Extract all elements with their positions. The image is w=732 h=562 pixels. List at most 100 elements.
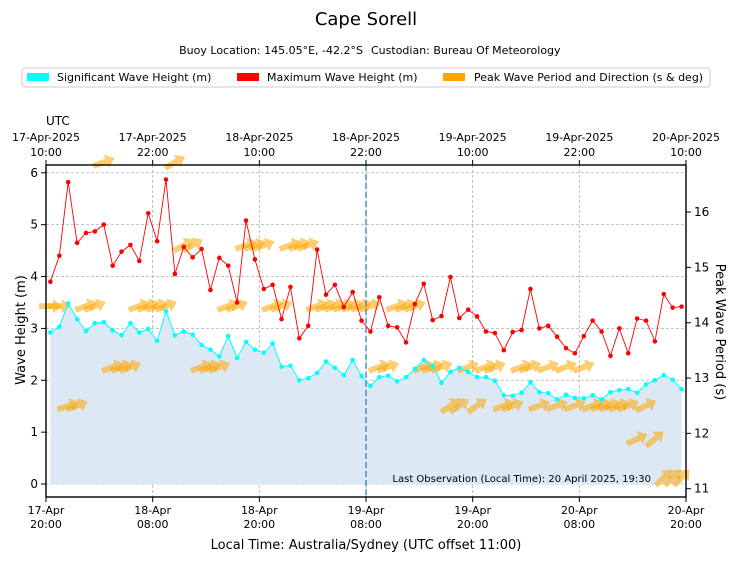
x-top-tick-label-date: 17-Apr-2025 — [12, 131, 80, 144]
sig-height-point — [483, 374, 489, 380]
sig-height-point — [590, 393, 595, 398]
max-height-point — [288, 284, 293, 290]
sig-height-point — [208, 347, 213, 352]
max-height-point — [101, 222, 107, 227]
x-top-tick-label-date: 19-Apr-2025 — [545, 131, 613, 144]
sig-height-point — [430, 363, 435, 369]
legend-frame — [21, 67, 711, 88]
max-height-point — [368, 329, 373, 334]
sig-height-point — [439, 380, 444, 386]
sig-height-point — [617, 387, 622, 393]
y-tick-label: 2 — [30, 373, 38, 387]
peak-period-arrow — [154, 298, 177, 313]
x-tick-label-time: 20:00 — [457, 518, 489, 531]
y-axis-label: Wave Height (m) — [14, 275, 29, 385]
x-top-tick-label-time: 10:00 — [30, 146, 62, 159]
x-top-tick-label-date: 20-Apr-2025 — [652, 131, 720, 144]
sig-height-point — [501, 393, 507, 398]
sig-height-point — [243, 339, 249, 345]
sig-height-point — [57, 324, 62, 330]
max-height-point — [430, 317, 435, 323]
max-height-point — [465, 307, 471, 313]
x-axis-label: Local Time: Australia/Sydney (UTC offset… — [211, 538, 522, 553]
max-height-point — [421, 281, 427, 287]
peak-period-arrows — [39, 154, 690, 488]
sig-height-point — [465, 369, 471, 375]
x-top-tick-label-date: 19-Apr-2025 — [439, 131, 507, 144]
x-top-tick-label-date: 17-Apr-2025 — [119, 131, 187, 144]
max-height-point — [217, 255, 222, 261]
max-height-point — [572, 351, 578, 356]
legend-swatch-period — [443, 73, 465, 81]
peak-period-arrow — [296, 237, 319, 252]
max-height-point — [537, 326, 542, 331]
sig-height-point — [199, 342, 204, 348]
sig-height-point — [634, 390, 640, 396]
sig-height-point — [537, 389, 542, 395]
sig-height-series — [48, 301, 684, 402]
peak-period-arrow — [483, 359, 506, 374]
sig-height-point — [661, 372, 667, 378]
x-top-tick-label-time: 10:00 — [670, 146, 702, 159]
sig-height-point — [377, 374, 382, 380]
peak-period-arrow — [376, 359, 399, 374]
max-height-point — [385, 323, 391, 329]
peak-period-arrow — [252, 237, 275, 252]
sig-height-point — [83, 328, 89, 334]
max-height-point — [599, 329, 604, 334]
sig-height-point — [234, 355, 240, 361]
sig-height-point — [403, 374, 409, 380]
sig-height-point — [474, 374, 480, 380]
max-height-point — [145, 210, 151, 216]
max-height-point — [545, 323, 551, 329]
sig-height-point — [261, 350, 267, 356]
max-height-point — [403, 340, 409, 345]
max-height-point — [581, 333, 587, 339]
sig-height-point — [652, 377, 658, 383]
x-tick-label-date: 19-Apr — [454, 504, 491, 517]
sig-height-point — [110, 328, 115, 333]
max-height-point — [350, 289, 355, 295]
utc-label: UTC — [46, 114, 70, 128]
peak-period-arrow — [83, 298, 106, 313]
sig-height-point — [288, 363, 293, 369]
sig-height-point — [421, 357, 427, 363]
max-height-point — [652, 339, 658, 344]
sig-height-point — [119, 332, 124, 338]
max-height-point — [377, 294, 382, 300]
peak-period-arrow — [466, 398, 487, 415]
sig-height-point — [510, 393, 515, 399]
x-top-tick-label-time: 22:00 — [563, 146, 595, 159]
max-height-point — [225, 263, 231, 268]
x-tick-label-date: 18-Apr — [134, 504, 171, 517]
x-tick-label-time: 08:00 — [137, 518, 169, 531]
x-tick-label-time: 08:00 — [350, 518, 382, 531]
x-top-tick-label-time: 10:00 — [243, 146, 275, 159]
max-height-point — [439, 313, 444, 319]
y-tick-label: 4 — [30, 270, 38, 284]
last-observation-note: Last Observation (Local Time): 20 April … — [392, 474, 651, 485]
max-height-point — [83, 230, 89, 236]
max-height-point — [661, 291, 667, 297]
y2-tick-label: 15 — [694, 260, 709, 274]
sig-height-point — [137, 330, 142, 335]
max-height-point — [617, 326, 622, 331]
x-tick-label-time: 20:00 — [243, 518, 275, 531]
sig-height-point — [92, 320, 98, 326]
sig-height-point — [563, 392, 569, 398]
peak-period-arrow — [429, 359, 453, 374]
sig-height-point — [670, 377, 675, 383]
max-height-point — [137, 258, 142, 264]
sig-height-point — [581, 396, 587, 401]
peak-period-arrow — [563, 398, 586, 413]
sig-height-point — [385, 373, 391, 378]
peak-period-arrow — [653, 469, 672, 488]
sig-height-point — [412, 366, 418, 372]
max-height-point — [314, 247, 320, 252]
sig-height-point — [190, 332, 195, 337]
peak-period-arrow — [644, 431, 664, 449]
peak-period-arrow — [625, 431, 648, 447]
peak-period-arrow — [181, 237, 203, 254]
max-height-series — [48, 177, 684, 359]
sig-height-point — [528, 380, 533, 385]
